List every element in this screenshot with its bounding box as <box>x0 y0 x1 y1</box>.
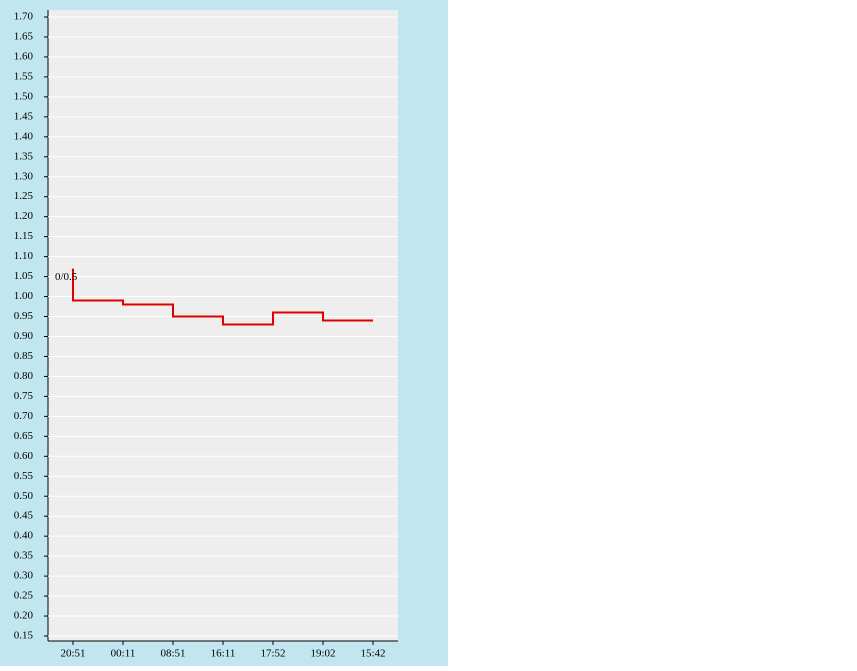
x-tick-label: 00:11 <box>111 648 136 660</box>
y-tick-label: 1.20 <box>14 210 34 222</box>
x-tick-label: 15:42 <box>360 648 385 660</box>
y-tick-label: 0.40 <box>14 530 34 542</box>
annotation: 0/0.5 <box>55 271 78 283</box>
y-tick-label: 0.25 <box>14 590 34 602</box>
y-tick-label: 0.20 <box>14 610 34 622</box>
x-tick-label: 08:51 <box>160 648 185 660</box>
y-tick-label: 0.35 <box>14 550 34 562</box>
y-tick-label: 0.45 <box>14 510 34 522</box>
y-tick-label: 1.65 <box>14 30 34 42</box>
y-tick-label: 1.60 <box>14 50 34 62</box>
y-tick-label: 1.45 <box>14 110 34 122</box>
y-tick-label: 1.50 <box>14 90 34 102</box>
x-tick-label: 16:11 <box>211 648 236 660</box>
y-tick-label: 1.05 <box>14 270 34 282</box>
y-tick-label: 0.75 <box>14 390 34 402</box>
y-tick-label: 0.95 <box>14 310 34 322</box>
y-tick-label: 0.55 <box>14 470 34 482</box>
y-tick-label: 1.55 <box>14 70 34 82</box>
y-tick-label: 0.80 <box>14 370 34 382</box>
x-tick-label: 20:51 <box>60 648 85 660</box>
y-tick-label: 0.50 <box>14 490 34 502</box>
y-tick-label: 0.15 <box>14 630 34 642</box>
x-tick-label: 19:02 <box>310 648 335 660</box>
y-tick-label: 0.70 <box>14 410 34 422</box>
y-tick-label: 0.60 <box>14 450 34 462</box>
y-tick-label: 1.00 <box>14 290 34 302</box>
y-tick-label: 0.65 <box>14 430 34 442</box>
y-tick-label: 0.90 <box>14 330 34 342</box>
y-tick-label: 1.15 <box>14 230 34 242</box>
x-tick-label: 17:52 <box>260 648 285 660</box>
y-tick-label: 1.35 <box>14 150 34 162</box>
y-tick-label: 1.10 <box>14 250 34 262</box>
y-tick-label: 1.70 <box>14 11 34 23</box>
y-tick-label: 0.85 <box>14 350 34 362</box>
y-tick-label: 1.25 <box>14 190 34 202</box>
y-tick-label: 1.40 <box>14 130 34 142</box>
y-tick-label: 1.30 <box>14 170 34 182</box>
y-tick-label: 0.30 <box>14 570 34 582</box>
series-line <box>72 268 373 326</box>
